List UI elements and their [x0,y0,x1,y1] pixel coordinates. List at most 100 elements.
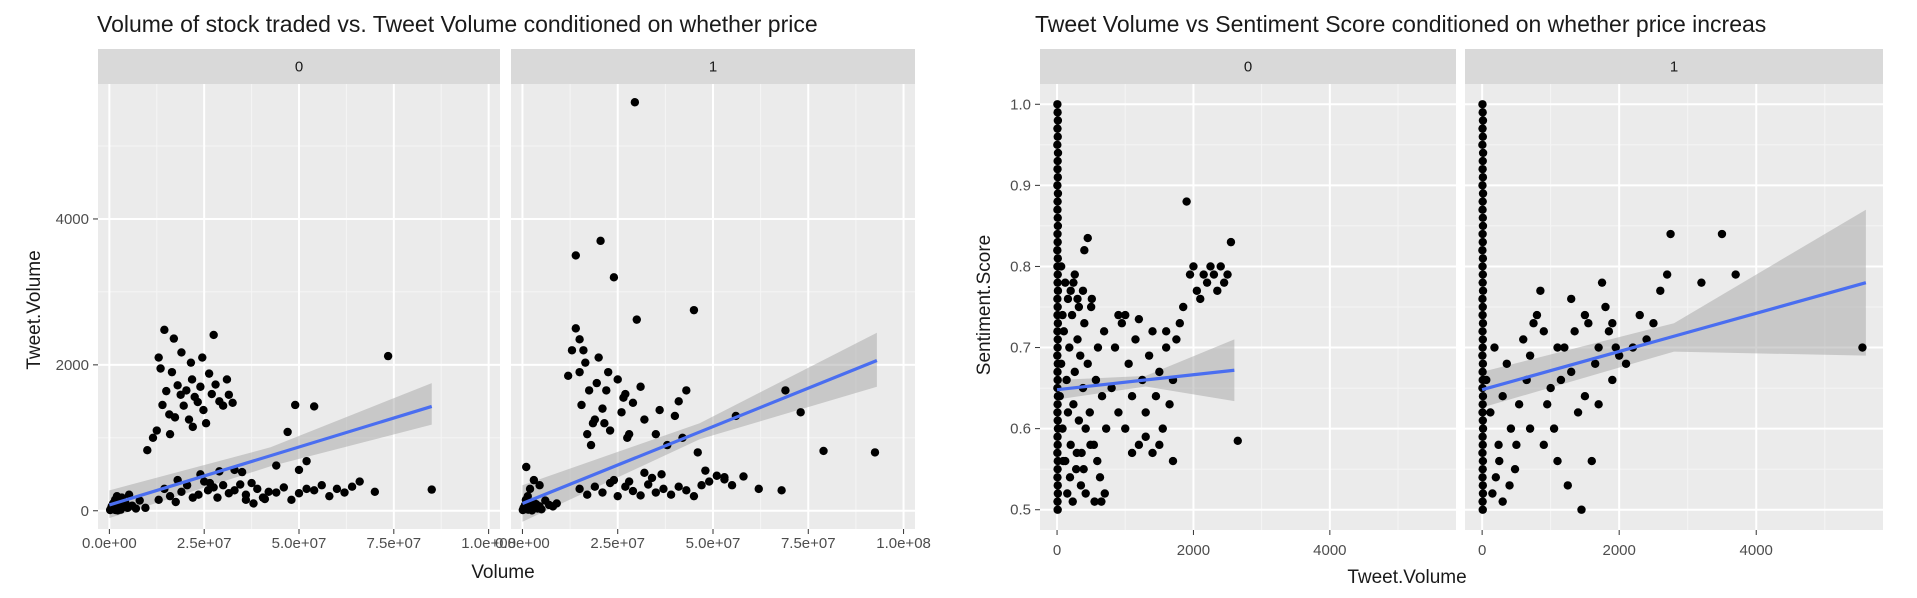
y-tick-label: 0.9 [1010,177,1031,194]
chart-title: Tweet Volume vs Sentiment Score conditio… [1035,11,1766,37]
data-point [527,506,537,515]
data-point [651,488,661,497]
data-point [370,487,380,496]
data-point [1601,302,1610,312]
data-point [1185,270,1195,279]
data-point [590,415,600,424]
data-point [237,467,247,477]
data-point [781,386,790,395]
data-point [712,471,722,480]
data-point [1539,327,1549,336]
data-point [720,475,729,484]
data-point [1478,310,1487,320]
data-point [1081,489,1090,498]
data-point [173,381,182,390]
data-point [1570,327,1579,336]
data-point [1498,497,1507,506]
data-point [1053,464,1062,474]
data-point [1182,197,1191,206]
data-point [176,390,185,399]
data-point [1066,440,1075,450]
data-point [1053,124,1062,133]
data-point [1148,448,1157,458]
data-point [1213,286,1222,295]
y-tick-label: 0.6 [1010,421,1031,438]
x-tick-label: 7.5e+07 [366,535,421,552]
data-point [1055,392,1064,401]
data-point [1697,278,1706,287]
data-point [1546,383,1555,393]
data-point [1577,505,1586,514]
data-point [1056,262,1066,271]
data-point [1061,278,1070,287]
data-point [1053,173,1062,182]
data-point [655,405,664,415]
data-point [1635,310,1644,320]
data-point [1478,367,1487,377]
data-point [1090,497,1099,506]
data-point [1053,440,1062,450]
x-tick-label: 5.0e+07 [272,535,327,552]
data-point [1478,335,1488,344]
data-point [1053,497,1062,506]
data-point [670,411,680,421]
data-point [1072,448,1082,458]
data-point [1063,489,1072,498]
data-point [1478,392,1488,401]
data-point [383,351,393,361]
data-point [689,305,699,315]
data-point [1063,294,1073,304]
data-point [575,335,584,344]
data-point [1071,464,1081,474]
data-point [154,495,163,505]
data-point [1141,432,1150,441]
data-point [1141,408,1150,417]
data-point [537,505,546,514]
data-point [224,390,234,399]
data-point [1525,351,1535,360]
data-point [287,495,296,505]
data-point [1148,327,1157,336]
data-point [184,415,194,424]
data-point [1209,270,1219,279]
data-point [577,400,586,410]
data-point [1067,310,1077,320]
data-point [1478,164,1487,174]
data-point [1587,456,1596,466]
panel-content [105,325,436,519]
data-point [355,477,364,486]
data-point [1532,310,1542,320]
data-point [302,456,311,466]
data-point [1121,424,1130,433]
data-point [340,488,349,497]
data-point [187,375,197,384]
data-point [1127,392,1137,401]
x-tick-label: 0 [1478,542,1486,559]
data-point [659,484,668,494]
data-point [1080,246,1089,255]
data-point [1079,464,1088,474]
y-tick-label: 2000 [56,357,89,374]
data-point [1069,400,1078,409]
data-point [1478,489,1488,498]
data-point [523,491,532,501]
data-point [1070,270,1079,279]
data-point [1053,254,1062,263]
data-point [199,405,208,415]
data-point [1478,359,1488,368]
y-tick-label: 4000 [56,211,89,228]
data-point [1158,424,1167,433]
data-point [207,389,216,399]
data-point [1053,156,1062,166]
data-point [131,504,141,513]
data-point [1053,164,1062,174]
data-point [583,429,592,439]
data-point [682,386,691,395]
data-point [1053,351,1062,360]
data-point [1478,132,1488,141]
data-point [613,375,622,384]
data-point [1478,481,1488,490]
data-point [1107,383,1116,393]
data-point [1192,286,1202,295]
data-point [1216,262,1225,271]
